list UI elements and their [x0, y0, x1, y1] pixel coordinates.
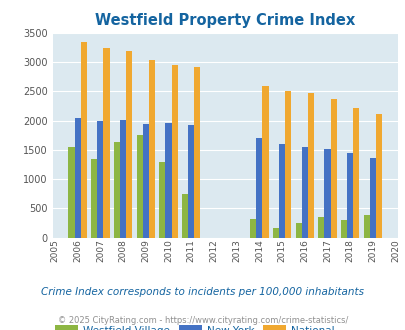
Bar — [120, 120, 126, 238]
Bar — [165, 123, 171, 238]
Bar — [340, 220, 346, 238]
Bar — [136, 135, 143, 238]
Bar — [346, 153, 352, 238]
Bar — [352, 109, 358, 238]
Bar — [68, 147, 75, 238]
Legend: Westfield Village, New York, National: Westfield Village, New York, National — [51, 320, 338, 330]
Bar — [278, 144, 284, 238]
Text: Crime Index corresponds to incidents per 100,000 inhabitants: Crime Index corresponds to incidents per… — [41, 287, 364, 297]
Bar — [363, 215, 369, 238]
Bar — [126, 50, 132, 238]
Bar — [103, 48, 109, 238]
Bar — [330, 99, 336, 238]
Bar — [284, 91, 291, 238]
Bar — [159, 162, 165, 238]
Bar — [181, 194, 188, 238]
Title: Westfield Property Crime Index: Westfield Property Crime Index — [95, 13, 355, 28]
Bar — [318, 216, 324, 238]
Bar — [375, 114, 381, 238]
Bar — [295, 223, 301, 238]
Bar — [262, 85, 268, 238]
Text: © 2025 CityRating.com - https://www.cityrating.com/crime-statistics/: © 2025 CityRating.com - https://www.city… — [58, 315, 347, 325]
Bar — [307, 93, 313, 238]
Bar — [149, 60, 155, 238]
Bar — [194, 67, 200, 238]
Bar — [256, 138, 262, 238]
Bar — [114, 142, 120, 238]
Bar — [143, 124, 149, 238]
Bar — [272, 228, 278, 238]
Bar — [249, 219, 256, 238]
Bar — [301, 147, 307, 238]
Bar — [171, 65, 177, 238]
Bar — [81, 42, 87, 238]
Bar — [369, 157, 375, 238]
Bar — [97, 121, 103, 238]
Bar — [188, 125, 194, 238]
Bar — [75, 118, 81, 238]
Bar — [91, 159, 97, 238]
Bar — [324, 149, 330, 238]
